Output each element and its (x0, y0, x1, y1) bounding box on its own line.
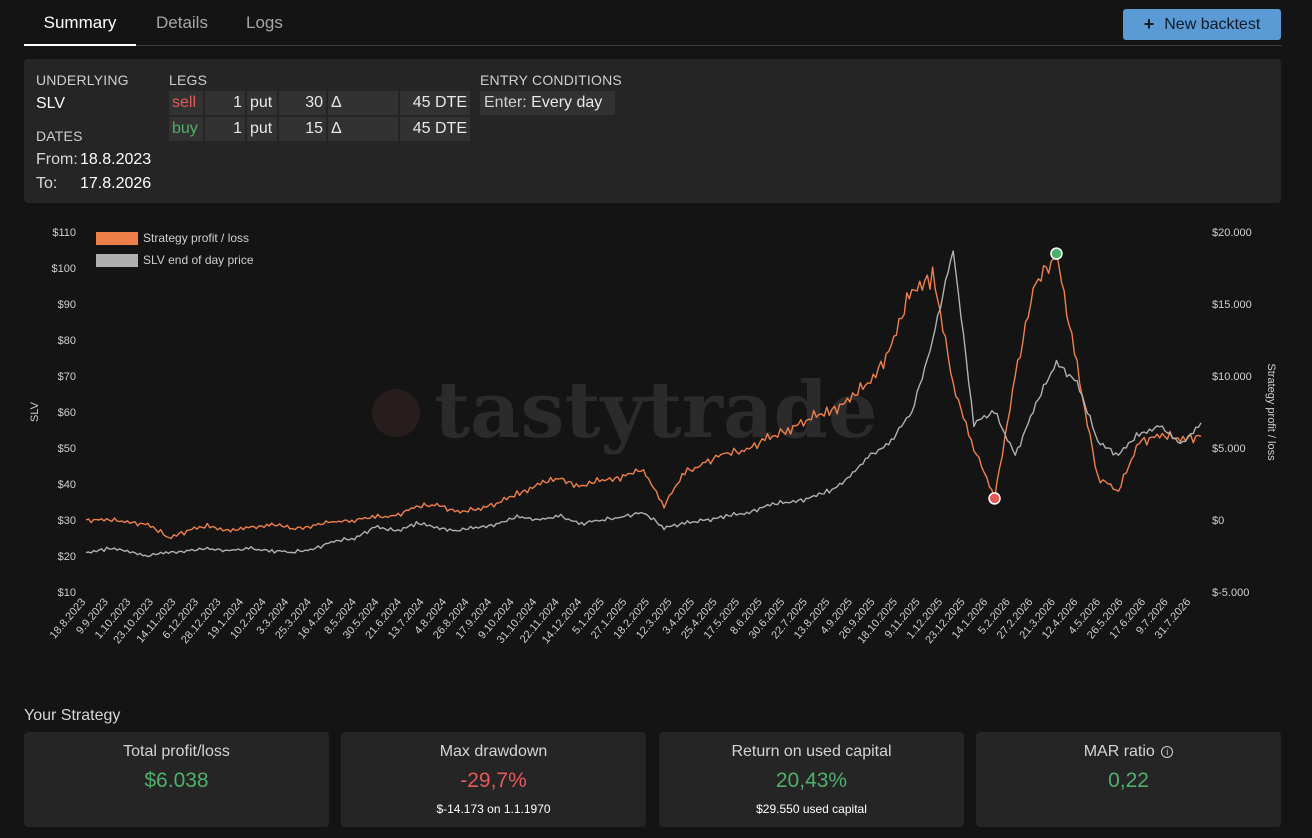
backtest-chart: tastytrade $110 $100 $90 $80 $70 $60 $50 $40 $30 $… (24, 215, 1282, 685)
card-value: 0,22 (1108, 769, 1149, 792)
leg-qty: 1 (205, 91, 245, 115)
y-tick-left: $20 (58, 551, 76, 563)
tab-summary[interactable]: Summary (24, 0, 136, 46)
y-tick-left: $70 (58, 371, 76, 383)
card-title-row: MAR ratio i (976, 743, 1281, 763)
y-tick-left: $90 (58, 299, 76, 311)
y-tick-left: $40 (58, 479, 76, 491)
card-sub: $-14.173 on 1.1.1970 (436, 802, 551, 816)
to-date: 17.8.2026 (80, 175, 152, 192)
entry-key: Enter: (484, 94, 527, 111)
legend-label: SLV end of day price (143, 253, 254, 267)
leg-dte: 45 DTE (400, 117, 470, 141)
entry-conditions-label: ENTRY CONDITIONS (480, 72, 622, 88)
plus-icon: + (1143, 14, 1155, 34)
leg-side: buy (169, 117, 203, 141)
leg-delta-symbol: Δ (328, 117, 398, 141)
y-tick-right: $15.000 (1212, 299, 1252, 311)
leg-delta: 15 (279, 117, 326, 141)
y-tick-left: $80 (58, 335, 76, 347)
y-tick-right: $20.000 (1212, 227, 1252, 239)
legs-table: sell 1 put 30 Δ 45 DTE buy 1 put 15 Δ 45… (169, 91, 472, 143)
backtest-info-panel: UNDERLYING SLV DATES From: 18.8.2023 To:… (24, 59, 1281, 203)
legend-swatch (96, 232, 138, 245)
leg-row: sell 1 put 30 Δ 45 DTE (169, 91, 472, 115)
y-tick-left: $30 (58, 515, 76, 527)
info-icon[interactable]: i (1161, 746, 1174, 758)
min-marker (988, 492, 1001, 505)
tab-logs[interactable]: Logs (246, 13, 283, 32)
card-title: Return on used capital (731, 743, 892, 760)
card-value: 20,43% (775, 769, 848, 792)
y-axis-label-left: SLV (29, 401, 41, 422)
max-marker (1050, 247, 1063, 260)
y-tick-right: $-5.000 (1212, 587, 1249, 599)
card-title: Max drawdown (439, 743, 548, 760)
y-tick-right: $0 (1212, 515, 1224, 527)
card-mar-ratio: MAR ratio i 0,22 (976, 732, 1281, 827)
underlying-value: SLV (36, 95, 66, 112)
card-title: MAR ratio (1083, 743, 1155, 760)
watermark-text: tastytrade (434, 365, 878, 456)
y-tick-left: $50 (58, 443, 76, 455)
series-line-strategy-pl (85, 250, 1202, 540)
card-value: $6.038 (144, 769, 209, 792)
tab-bar: Summary Details Logs + New backtest (24, 0, 1282, 46)
y-tick-right: $5.000 (1212, 443, 1246, 455)
new-backtest-label: New backtest (1164, 15, 1261, 33)
leg-dte: 45 DTE (400, 91, 470, 115)
chart-svg: tastytrade $110 $100 $90 $80 $70 $60 $50 $40 $30 $… (29, 227, 1277, 646)
dates-label: DATES (36, 128, 83, 144)
card-value: -29,7% (460, 769, 527, 792)
entry-value: Every day (531, 94, 603, 111)
y-tick-left: $10 (58, 587, 76, 599)
card-max-drawdown: Max drawdown -29,7% $-14.173 on 1.1.1970 (341, 732, 646, 827)
leg-delta: 30 (279, 91, 326, 115)
card-title: Total profit/loss (123, 743, 230, 760)
card-return-capital: Return on used capital 20,43% $29.550 us… (659, 732, 964, 827)
watermark-cherry-icon (372, 389, 420, 437)
legs-label: LEGS (169, 72, 208, 88)
from-date: 18.8.2023 (80, 151, 152, 168)
tab-details[interactable]: Details (156, 13, 208, 32)
y-tick-left: $110 (52, 227, 76, 239)
legend-label: Strategy profit / loss (143, 231, 249, 245)
leg-side: sell (169, 91, 203, 115)
strategy-title: Your Strategy (24, 707, 121, 724)
underlying-label: UNDERLYING (36, 72, 129, 88)
y-tick-left: $60 (58, 407, 76, 419)
to-label: To: (36, 175, 58, 192)
card-total-pl: Total profit/loss $6.038 (24, 732, 329, 827)
leg-row: buy 1 put 15 Δ 45 DTE (169, 117, 472, 141)
y-axis-label-right: Strategy profit / loss (1265, 363, 1277, 461)
leg-type: put (247, 91, 277, 115)
card-sub: $29.550 used capital (756, 802, 867, 816)
series-line-slv-price (85, 250, 1202, 558)
leg-qty: 1 (205, 117, 245, 141)
from-label: From: (36, 151, 78, 168)
legend-swatch (96, 254, 138, 267)
y-tick-left: $100 (52, 263, 76, 275)
entry-condition: Enter: Every day (480, 91, 616, 115)
leg-type: put (247, 117, 277, 141)
y-tick-right: $10.000 (1212, 371, 1252, 383)
new-backtest-button[interactable]: + New backtest (1123, 9, 1281, 40)
leg-delta-symbol: Δ (328, 91, 398, 115)
